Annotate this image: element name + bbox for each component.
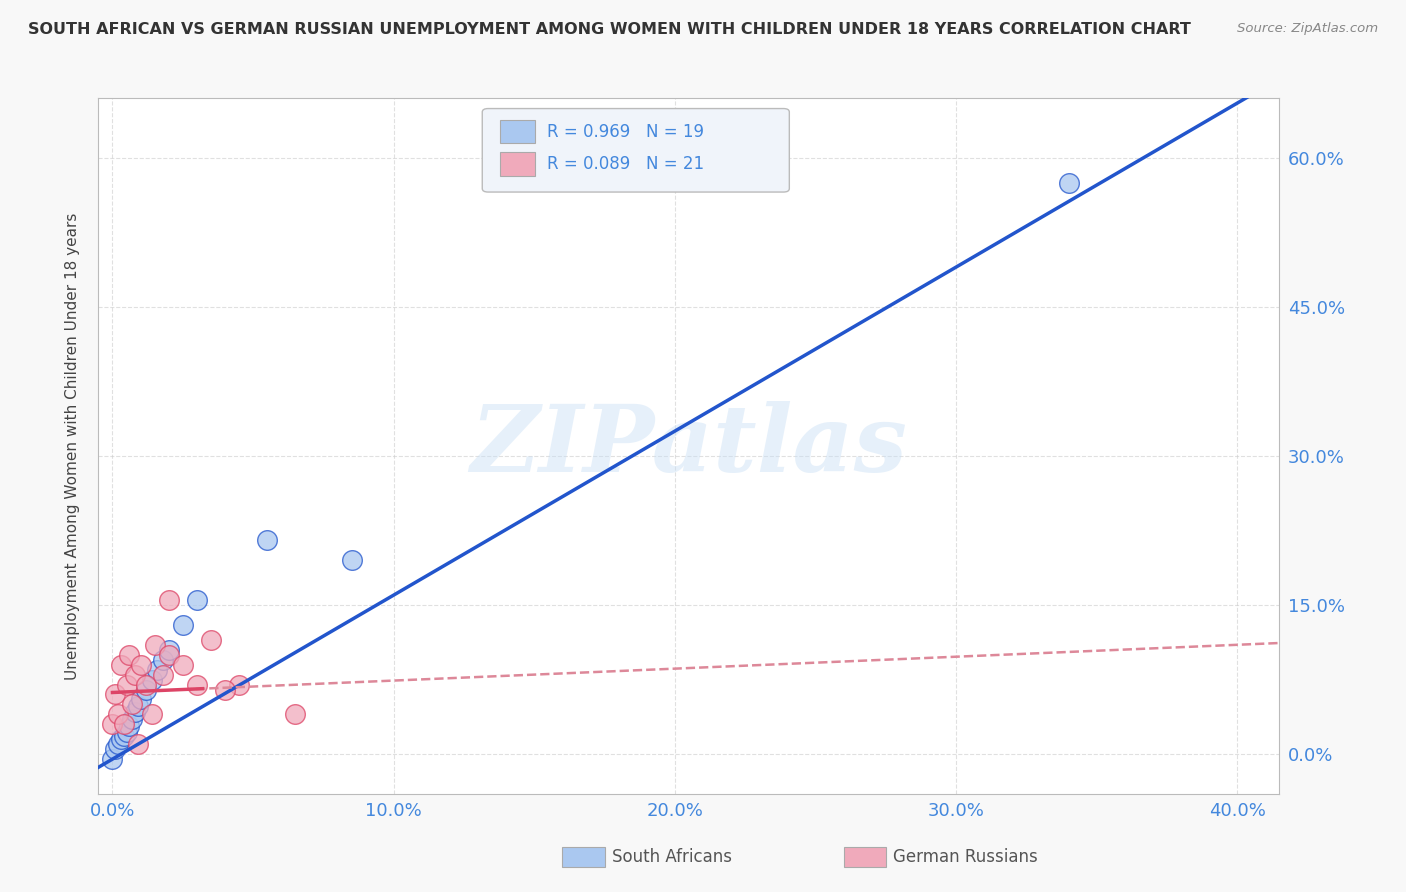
Point (115, 725, 138, 739)
Point (284, 707, 307, 722)
Point (186, 593, 208, 607)
Text: ZIPatlas: ZIPatlas (471, 401, 907, 491)
Point (104, 742, 127, 756)
Point (112, 729, 135, 743)
Point (121, 712, 143, 726)
Point (107, 737, 129, 751)
Point (112, 717, 135, 731)
Point (157, 642, 180, 657)
Point (214, 682, 236, 697)
Y-axis label: Unemployment Among Women with Children Under 18 years: Unemployment Among Women with Children U… (65, 212, 80, 680)
Point (124, 667, 146, 681)
Point (157, 593, 180, 607)
Point (172, 618, 194, 632)
Point (256, 533, 278, 548)
Point (143, 638, 166, 652)
Point (172, 657, 194, 672)
Point (101, 717, 124, 731)
Point (141, 673, 163, 687)
FancyBboxPatch shape (501, 120, 536, 144)
Point (127, 699, 149, 714)
Text: Source: ZipAtlas.com: Source: ZipAtlas.com (1237, 22, 1378, 36)
Point (152, 667, 174, 681)
Point (200, 632, 222, 647)
Point (228, 677, 250, 691)
Point (157, 648, 180, 662)
Point (129, 692, 152, 706)
Text: South Africans: South Africans (612, 848, 731, 866)
Point (124, 706, 146, 720)
Text: German Russians: German Russians (893, 848, 1038, 866)
Point (1057, 176, 1080, 190)
Point (115, 677, 138, 691)
Point (141, 707, 163, 722)
Point (110, 657, 132, 672)
Point (121, 698, 143, 712)
Point (107, 707, 129, 722)
FancyBboxPatch shape (501, 153, 536, 176)
Point (146, 663, 169, 677)
Text: SOUTH AFRICAN VS GERMAN RUSSIAN UNEMPLOYMENT AMONG WOMEN WITH CHILDREN UNDER 18 : SOUTH AFRICAN VS GERMAN RUSSIAN UNEMPLOY… (28, 22, 1191, 37)
Point (152, 653, 174, 667)
Text: R = 0.969   N = 19: R = 0.969 N = 19 (547, 122, 704, 141)
Point (135, 677, 157, 691)
Point (118, 719, 141, 733)
Point (135, 682, 157, 697)
Point (127, 737, 149, 751)
Point (129, 657, 152, 672)
Point (101, 752, 124, 766)
Point (110, 732, 132, 747)
Point (104, 688, 127, 702)
Point (340, 553, 363, 567)
FancyBboxPatch shape (482, 109, 789, 192)
Point (186, 677, 208, 691)
Point (118, 648, 141, 662)
Text: R = 0.089   N = 21: R = 0.089 N = 21 (547, 155, 704, 173)
